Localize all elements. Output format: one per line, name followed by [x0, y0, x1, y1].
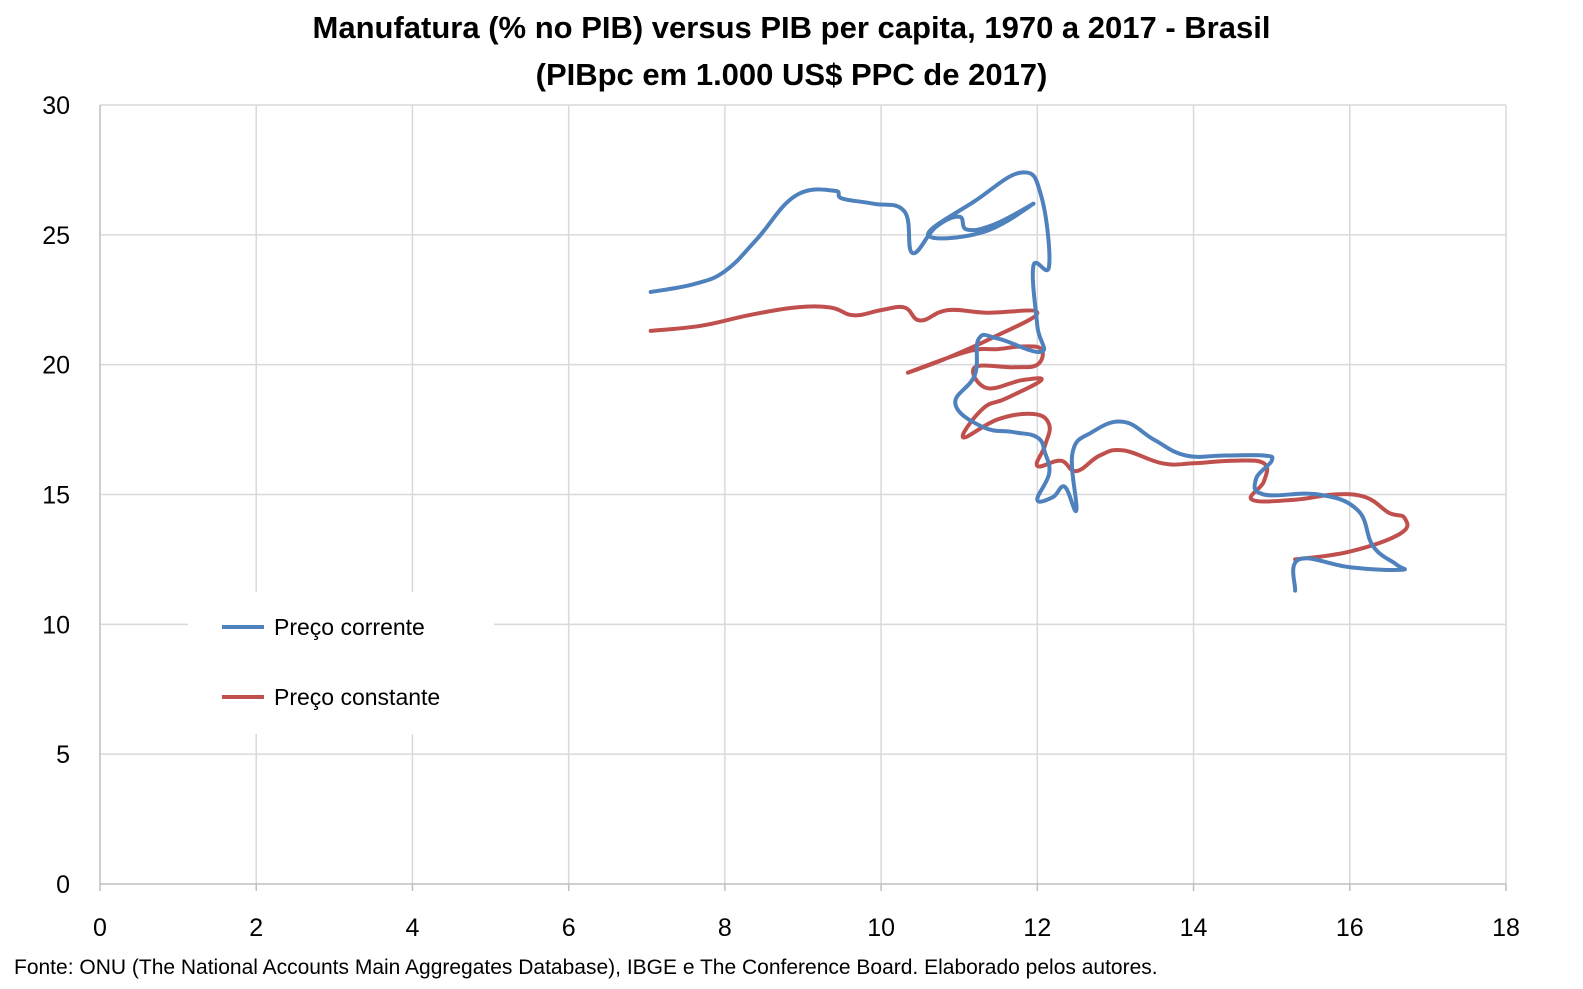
legend-label-preco-constante: Preço constante [274, 684, 440, 710]
x-tick-label: 4 [405, 914, 419, 942]
chart-subtitle: (PIBpc em 1.000 US$ PPC de 2017) [535, 57, 1048, 92]
y-tick-label: 25 [42, 222, 70, 250]
x-tick-label: 6 [562, 914, 576, 942]
x-tick-label: 16 [1336, 914, 1364, 942]
series-line-preco-constante [648, 304, 1410, 562]
x-tick-label: 8 [718, 914, 732, 942]
y-tick-label: 10 [42, 611, 70, 639]
x-tick-label: 10 [867, 914, 895, 942]
x-tick-label: 0 [93, 914, 107, 942]
legend: Preço corrente Preço constante [188, 592, 494, 734]
y-tick-label: 15 [42, 482, 70, 510]
y-tick-label: 5 [56, 741, 70, 769]
source-note: Fonte: ONU (The National Accounts Main A… [14, 956, 1158, 979]
chart-title: Manufatura (% no PIB) versus PIB per cap… [312, 10, 1271, 45]
y-tick-label: 30 [42, 92, 70, 120]
series-lines [648, 170, 1410, 593]
series-line-preco-corrente [648, 170, 1407, 593]
x-tick-label: 2 [249, 914, 263, 942]
x-tick-label: 18 [1492, 914, 1520, 942]
y-tick-label: 20 [42, 352, 70, 380]
y-axis-tick-labels: 0 5 10 15 20 25 30 [42, 92, 70, 899]
legend-label-preco-corrente: Preço corrente [274, 614, 425, 640]
x-tick-label: 12 [1023, 914, 1051, 942]
x-axis-tick-labels: 0 2 4 6 8 10 12 14 16 18 [93, 914, 1520, 942]
y-tick-label: 0 [56, 871, 70, 899]
x-tick-label: 14 [1180, 914, 1208, 942]
legend-background [188, 592, 494, 734]
axis-frame [99, 105, 1507, 891]
